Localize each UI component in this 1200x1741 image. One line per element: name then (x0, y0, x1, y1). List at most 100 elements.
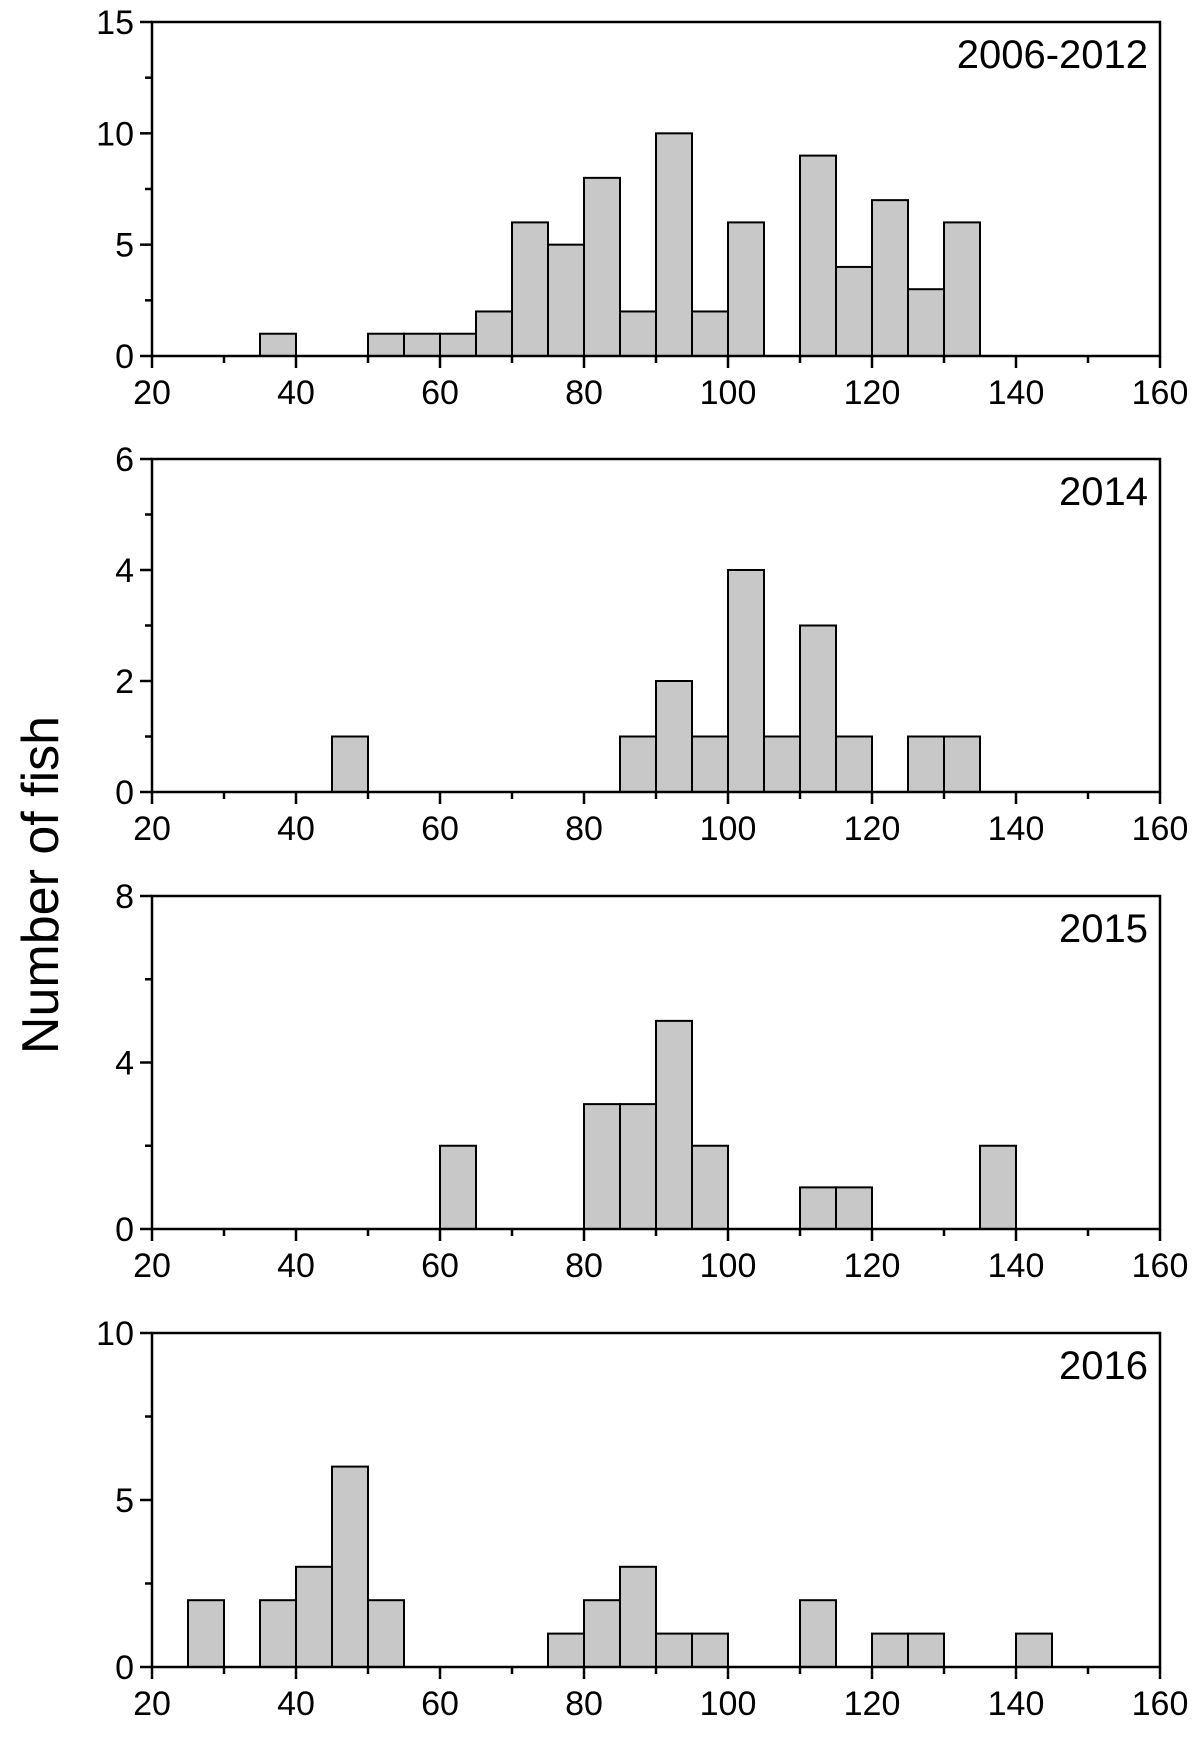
y-tick-label: 6 (115, 441, 134, 479)
x-tick-label: 20 (133, 1685, 171, 1723)
histogram-bar (655, 1632, 693, 1668)
panel-title: 2016 (1059, 1344, 1148, 1388)
x-tick-label: 140 (988, 374, 1045, 412)
x-tick-label: 20 (133, 1247, 171, 1285)
x-tick-label: 60 (421, 810, 459, 848)
histogram-bar (799, 624, 837, 793)
histogram-bar (367, 1599, 405, 1668)
histogram-bar (727, 569, 765, 793)
panel-2014: 20 40 60 80 100 120 140 160 0 2 4 6 2014 (115, 441, 1188, 848)
x-tick-label: 100 (700, 810, 757, 848)
histogram-bar (799, 1186, 837, 1230)
histogram-bar (439, 332, 477, 358)
x-tick-label: 80 (565, 1247, 603, 1285)
x-tick-label: 100 (700, 374, 757, 412)
histogram-bar (403, 332, 441, 358)
histogram-bar (1015, 1632, 1053, 1668)
y-tick-label: 2 (115, 663, 134, 701)
x-tick-label: 40 (277, 1685, 315, 1723)
panel-title: 2014 (1059, 470, 1148, 514)
histogram-bar (583, 1103, 621, 1230)
y-tick-label: 15 (96, 4, 134, 42)
x-tick-label: 100 (700, 1685, 757, 1723)
x-tick-label: 20 (133, 374, 171, 412)
histogram-bar (583, 1599, 621, 1668)
histogram-bar (367, 332, 405, 358)
y-tick-label: 5 (115, 227, 134, 265)
y-tick-label: 10 (96, 115, 134, 153)
histogram-bar (331, 1465, 369, 1668)
x-tick-label: 80 (565, 374, 603, 412)
x-tick-label: 160 (1132, 810, 1189, 848)
histogram-bar (547, 1632, 585, 1668)
histogram-bar (547, 243, 585, 358)
histogram-bar (259, 332, 297, 358)
histogram-bar (691, 310, 729, 358)
histogram-bar (691, 735, 729, 793)
x-tick-label: 40 (277, 810, 315, 848)
x-tick-label: 60 (421, 1685, 459, 1723)
panel-title: 2015 (1059, 907, 1148, 951)
y-tick-label: 4 (115, 552, 134, 590)
histogram-bar (727, 221, 765, 357)
histogram-bar (979, 1144, 1017, 1230)
histogram-bar (691, 1632, 729, 1668)
histogram-bar (907, 735, 945, 793)
histogram-bar (655, 1019, 693, 1230)
y-tick-label: 8 (115, 878, 134, 916)
x-tick-label: 160 (1132, 374, 1189, 412)
x-tick-label: 140 (988, 1247, 1045, 1285)
histogram-bar (439, 1144, 477, 1230)
histogram-bar (619, 1103, 657, 1230)
histogram-bar (331, 735, 369, 793)
x-tick-label: 160 (1132, 1685, 1189, 1723)
y-tick-label: 0 (115, 338, 134, 376)
x-tick-label: 140 (988, 810, 1045, 848)
histogram-bar (655, 680, 693, 793)
histogram-bar (907, 288, 945, 358)
histogram-bar (259, 1599, 297, 1668)
x-tick-label: 40 (277, 1247, 315, 1285)
histogram-bar (583, 176, 621, 357)
x-tick-label: 120 (844, 1685, 901, 1723)
y-tick-label: 5 (115, 1482, 134, 1520)
panel-2016: 20 40 60 80 100 120 140 160 0 5 10 2016 (96, 1315, 1188, 1723)
x-tick-label: 100 (700, 1247, 757, 1285)
histogram-bar (835, 265, 873, 357)
histogram-bar (835, 735, 873, 793)
histogram-bar (871, 1632, 909, 1668)
histogram-bar (187, 1599, 225, 1668)
x-tick-label: 40 (277, 374, 315, 412)
histogram-bar (475, 310, 513, 358)
histogram-bar (943, 221, 981, 357)
histogram-bar (295, 1565, 333, 1669)
histogram-bar (799, 1599, 837, 1668)
y-tick-label: 10 (96, 1315, 134, 1353)
panel-title: 2006-2012 (957, 33, 1148, 77)
x-tick-label: 160 (1132, 1247, 1189, 1285)
y-axis-label: Number of fish (12, 716, 70, 1054)
histogram-bar (907, 1632, 945, 1668)
panel-2006-2012: 20 40 60 80 100 120 140 160 0 5 10 15 2006-2012 (96, 4, 1188, 412)
x-tick-label: 20 (133, 810, 171, 848)
y-tick-label: 0 (115, 774, 134, 812)
histogram-bar (655, 132, 693, 357)
histogram-bar (619, 310, 657, 358)
histogram-bar (799, 154, 837, 357)
histogram-bar (871, 199, 909, 357)
histogram-bar (619, 735, 657, 793)
panel-2015: 20 40 60 80 100 120 140 160 0 4 8 2015 (115, 878, 1188, 1285)
y-tick-label: 0 (115, 1211, 134, 1249)
histogram-bar (511, 221, 549, 357)
histogram-bar (943, 735, 981, 793)
x-tick-label: 80 (565, 810, 603, 848)
x-tick-label: 140 (988, 1685, 1045, 1723)
histogram-bar (619, 1565, 657, 1669)
x-tick-label: 80 (565, 1685, 603, 1723)
x-tick-label: 60 (421, 374, 459, 412)
x-tick-label: 120 (844, 810, 901, 848)
y-tick-label: 4 (115, 1045, 134, 1083)
histogram-bar (691, 1144, 729, 1230)
